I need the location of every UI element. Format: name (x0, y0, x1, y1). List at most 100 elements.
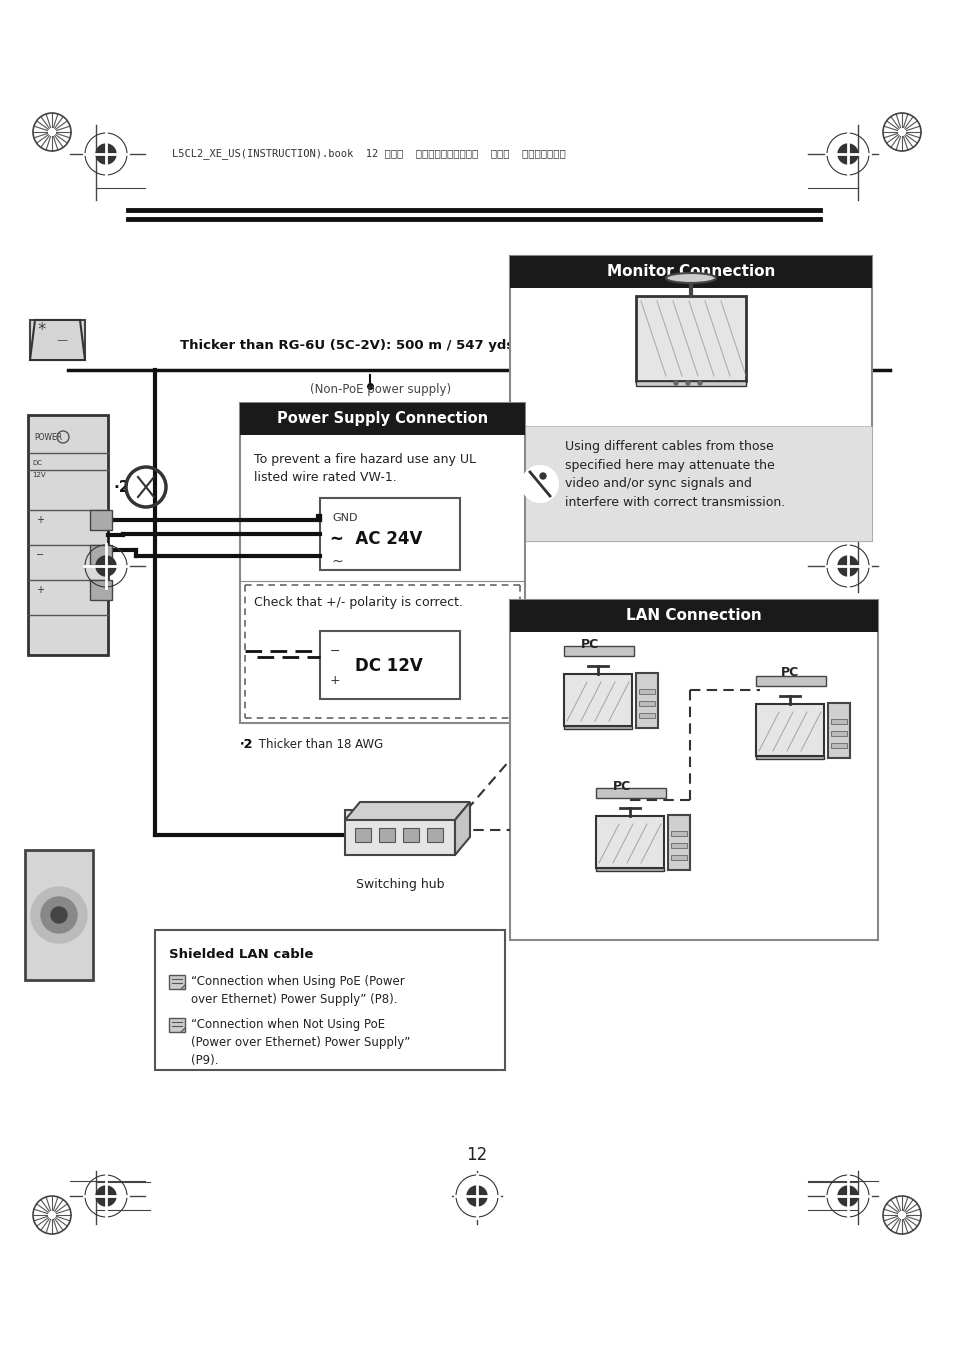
Text: Shielded LAN cable: Shielded LAN cable (169, 948, 313, 961)
Circle shape (673, 381, 678, 385)
Bar (755, 704, 823, 757)
Bar (563, 674, 631, 725)
Circle shape (898, 128, 904, 135)
Text: 12: 12 (466, 1146, 487, 1165)
Text: ⋅2: ⋅2 (240, 739, 253, 751)
Circle shape (51, 907, 67, 923)
Circle shape (467, 1186, 486, 1206)
Bar (510, 426, 871, 540)
Bar (510, 600, 877, 940)
Text: +: + (36, 515, 44, 526)
Bar (355, 828, 371, 842)
Polygon shape (455, 802, 470, 855)
Bar (319, 499, 459, 570)
Bar (510, 255, 871, 540)
Polygon shape (30, 320, 85, 359)
Text: To prevent a fire hazard use any UL
listed wire rated VW-1.: To prevent a fire hazard use any UL list… (253, 453, 476, 484)
Bar (596, 788, 665, 798)
Text: ⋅2  Thicker than 18 AWG: ⋅2 Thicker than 18 AWG (240, 739, 383, 751)
Bar (154, 929, 504, 1070)
Bar (240, 403, 524, 723)
Circle shape (96, 145, 116, 163)
Text: PC: PC (580, 639, 598, 651)
Bar (510, 600, 877, 632)
Text: 12V: 12V (32, 471, 46, 478)
Text: Switching hub: Switching hub (355, 878, 444, 892)
Bar (90, 509, 112, 530)
Bar (563, 725, 631, 730)
Text: PC: PC (781, 666, 799, 678)
Bar (755, 676, 825, 686)
Text: POWER: POWER (34, 432, 62, 442)
Bar (427, 828, 442, 842)
Polygon shape (180, 1027, 185, 1032)
Text: Thicker than RG-6U (5C-2V): 500 m / 547 yds. max.: Thicker than RG-6U (5C-2V): 500 m / 547 … (179, 339, 559, 351)
Circle shape (521, 466, 558, 503)
Circle shape (837, 557, 857, 576)
Circle shape (49, 1212, 55, 1219)
Text: Using different cables from those
specified here may attenuate the
video and/or : Using different cables from those specif… (564, 440, 784, 508)
Bar (240, 403, 524, 435)
Bar (639, 689, 655, 693)
Bar (830, 743, 846, 747)
Text: Monitor Connection: Monitor Connection (606, 265, 775, 280)
Bar (827, 703, 849, 758)
Bar (402, 828, 418, 842)
Text: ⋅2: ⋅2 (112, 480, 130, 494)
Bar (639, 701, 655, 705)
Circle shape (837, 145, 857, 163)
Bar (345, 811, 455, 855)
Text: ~: ~ (332, 555, 343, 569)
Polygon shape (180, 984, 185, 989)
Bar (169, 1019, 185, 1032)
Text: −: − (330, 644, 340, 658)
Bar (30, 320, 85, 359)
Text: “Connection when Using PoE (Power
over Ethernet) Power Supply” (P8).: “Connection when Using PoE (Power over E… (191, 975, 404, 1006)
Bar (28, 415, 108, 655)
Bar (670, 843, 686, 847)
Circle shape (49, 128, 55, 135)
Circle shape (96, 1186, 116, 1206)
Text: PC: PC (612, 781, 631, 793)
Bar (636, 673, 658, 727)
Bar (670, 854, 686, 859)
Circle shape (96, 557, 116, 576)
Text: (Non-PoE power supply): (Non-PoE power supply) (310, 384, 451, 396)
Circle shape (837, 1186, 857, 1206)
Circle shape (698, 381, 701, 385)
Bar (596, 816, 663, 867)
Bar (510, 255, 871, 288)
Bar (755, 757, 823, 759)
Text: LAN Connection: LAN Connection (625, 608, 761, 624)
Bar (639, 712, 655, 717)
Text: +: + (330, 674, 340, 688)
Text: ~  AC 24V: ~ AC 24V (330, 530, 422, 549)
Bar (636, 296, 745, 381)
Circle shape (41, 897, 77, 934)
Bar (90, 544, 112, 565)
Text: DC 12V: DC 12V (355, 657, 422, 676)
Bar (636, 381, 745, 386)
Text: Power Supply Connection: Power Supply Connection (276, 412, 488, 427)
Bar (563, 646, 634, 657)
Text: L5CL2_XE_US(INSTRUCTION).book  12 ページ  ２００８年８月２５日  月曜日  午後３時４３分: L5CL2_XE_US(INSTRUCTION).book 12 ページ ２００… (172, 149, 565, 159)
Bar (670, 831, 686, 835)
Text: —: — (56, 335, 68, 345)
Bar (596, 867, 663, 871)
Bar (319, 631, 459, 698)
Text: DC: DC (32, 459, 42, 466)
Text: GND: GND (332, 513, 357, 523)
Bar (378, 828, 395, 842)
Polygon shape (345, 802, 470, 820)
Bar (667, 815, 689, 870)
Text: “Connection when Not Using PoE
(Power over Ethernet) Power Supply”
(P9).: “Connection when Not Using PoE (Power ov… (191, 1019, 410, 1067)
Ellipse shape (665, 273, 716, 282)
Circle shape (898, 1212, 904, 1219)
Text: +: + (36, 585, 44, 594)
Bar (830, 731, 846, 735)
Text: Check that +/- polarity is correct.: Check that +/- polarity is correct. (253, 596, 462, 609)
Bar (25, 850, 92, 979)
Text: *: * (38, 322, 46, 339)
Bar (830, 719, 846, 724)
Circle shape (30, 888, 87, 943)
